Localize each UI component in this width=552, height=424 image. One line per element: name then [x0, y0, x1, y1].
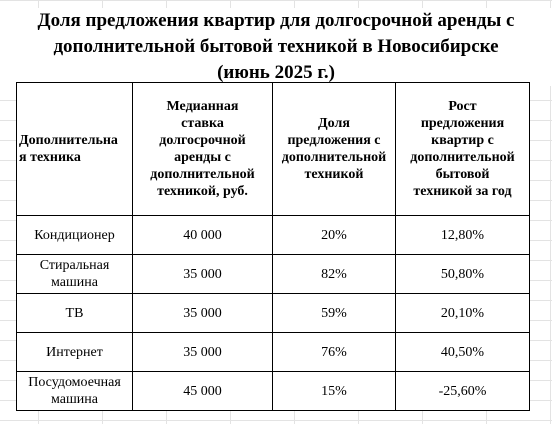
appliance-label: Стиральная [39, 258, 110, 273]
cell-rent[interactable]: 45 000 [132, 371, 273, 411]
header-share-line: предложения с [287, 133, 381, 148]
cell-share[interactable]: 82% [272, 254, 396, 294]
header-median-rent[interactable]: Медианная ставка долгосрочной аренды с д… [132, 82, 273, 216]
appliance-label: Посудомоечная [28, 375, 121, 390]
document-title: Доля предложения квартир для долгосрочно… [0, 8, 552, 86]
title-line-1: Доля предложения квартир для долгосрочно… [37, 10, 515, 31]
header-appliance[interactable]: Дополнительна я техника [16, 82, 133, 216]
cell-appliance[interactable]: Интернет [16, 332, 133, 372]
table-header-row: Дополнительна я техника Медианная ставка… [16, 82, 530, 216]
cell-share[interactable]: 59% [272, 293, 396, 333]
cell-rent[interactable]: 35 000 [132, 293, 273, 333]
cell-rent[interactable]: 40 000 [132, 215, 273, 255]
header-growth-line: квартир с [431, 133, 494, 148]
header-rent-line: Медианная [166, 99, 239, 114]
rental-appliance-table: Дополнительна я техника Медианная ставка… [16, 82, 530, 411]
cell-share[interactable]: 15% [272, 371, 396, 411]
header-share-line: Доля [318, 116, 350, 131]
appliance-label: машина [51, 275, 98, 290]
appliance-label: Интернет [46, 344, 103, 360]
header-growth-line: техникой за год [413, 184, 512, 199]
cell-growth[interactable]: 12,80% [395, 215, 530, 255]
title-line-2: дополнительной бытовой техникой в Новоси… [53, 36, 499, 57]
cell-share[interactable]: 20% [272, 215, 396, 255]
table-row: Стиральная машина 35 000 82% 50,80% [16, 254, 530, 294]
header-rent-line: дополнительной [150, 167, 255, 182]
table-row: Посудомоечная машина 45 000 15% -25,60% [16, 371, 530, 411]
cell-growth[interactable]: 50,80% [395, 254, 530, 294]
header-rent-line: долгосрочной [159, 133, 246, 148]
header-growth-line: предложения [420, 116, 505, 131]
cell-appliance[interactable]: ТВ [16, 293, 133, 333]
header-share-line: техникой [304, 167, 364, 182]
cell-appliance[interactable]: Стиральная машина [16, 254, 133, 294]
header-share[interactable]: Доля предложения с дополнительной техник… [272, 82, 396, 216]
header-appliance-line: Дополнительна [19, 133, 118, 148]
header-rent-line: техникой, руб. [157, 184, 248, 199]
header-growth-line: бытовой [435, 167, 490, 182]
appliance-label: машина [51, 392, 98, 407]
cell-rent[interactable]: 35 000 [132, 332, 273, 372]
cell-appliance[interactable]: Посудомоечная машина [16, 371, 133, 411]
header-share-line: дополнительной [281, 150, 387, 165]
header-growth-line: Рост [448, 99, 477, 114]
table-row: Интернет 35 000 76% 40,50% [16, 332, 530, 372]
table-row: Кондиционер 40 000 20% 12,80% [16, 215, 530, 255]
cell-appliance[interactable]: Кондиционер [16, 215, 133, 255]
header-growth[interactable]: Рост предложения квартир с дополнительно… [395, 82, 530, 216]
cell-share[interactable]: 76% [272, 332, 396, 372]
appliance-label: Кондиционер [34, 227, 115, 243]
header-appliance-line: я техника [19, 150, 81, 165]
cell-growth[interactable]: -25,60% [395, 371, 530, 411]
header-rent-line: аренды с [174, 150, 231, 165]
cell-rent[interactable]: 35 000 [132, 254, 273, 294]
cell-growth[interactable]: 40,50% [395, 332, 530, 372]
table-row: ТВ 35 000 59% 20,10% [16, 293, 530, 333]
cell-growth[interactable]: 20,10% [395, 293, 530, 333]
header-rent-line: ставка [181, 116, 224, 131]
appliance-label: ТВ [65, 305, 84, 321]
title-line-3: (июнь 2025 г.) [217, 62, 335, 83]
header-growth-line: дополнительной [410, 150, 515, 165]
